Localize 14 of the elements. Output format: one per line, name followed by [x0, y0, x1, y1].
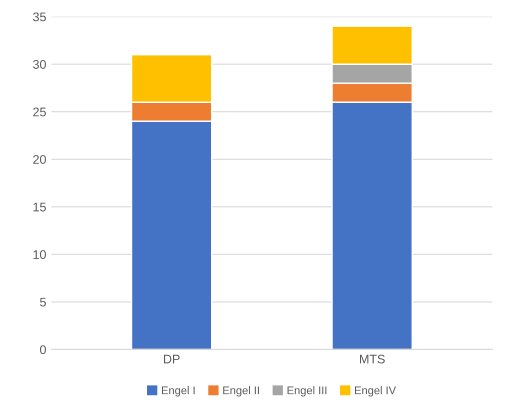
y-tick-label: 30 [33, 60, 46, 69]
legend-label: Engel II [223, 386, 259, 396]
legend-label: Engel I [162, 386, 195, 396]
y-tick-label: 25 [33, 108, 46, 116]
legend-label: Engel III [288, 386, 326, 396]
y-tick-label: 20 [33, 155, 46, 164]
y-tick-label: 0 [40, 345, 46, 354]
x-tick-label: DP [164, 354, 180, 364]
y-tick-label: 15 [33, 202, 46, 212]
x-tick-label: MTS [360, 354, 385, 364]
legend-label: Engel IV [354, 386, 396, 396]
y-tick-label: 35 [33, 12, 46, 22]
y-tick-label: 5 [40, 298, 46, 307]
y-tick-label: 10 [33, 250, 46, 260]
